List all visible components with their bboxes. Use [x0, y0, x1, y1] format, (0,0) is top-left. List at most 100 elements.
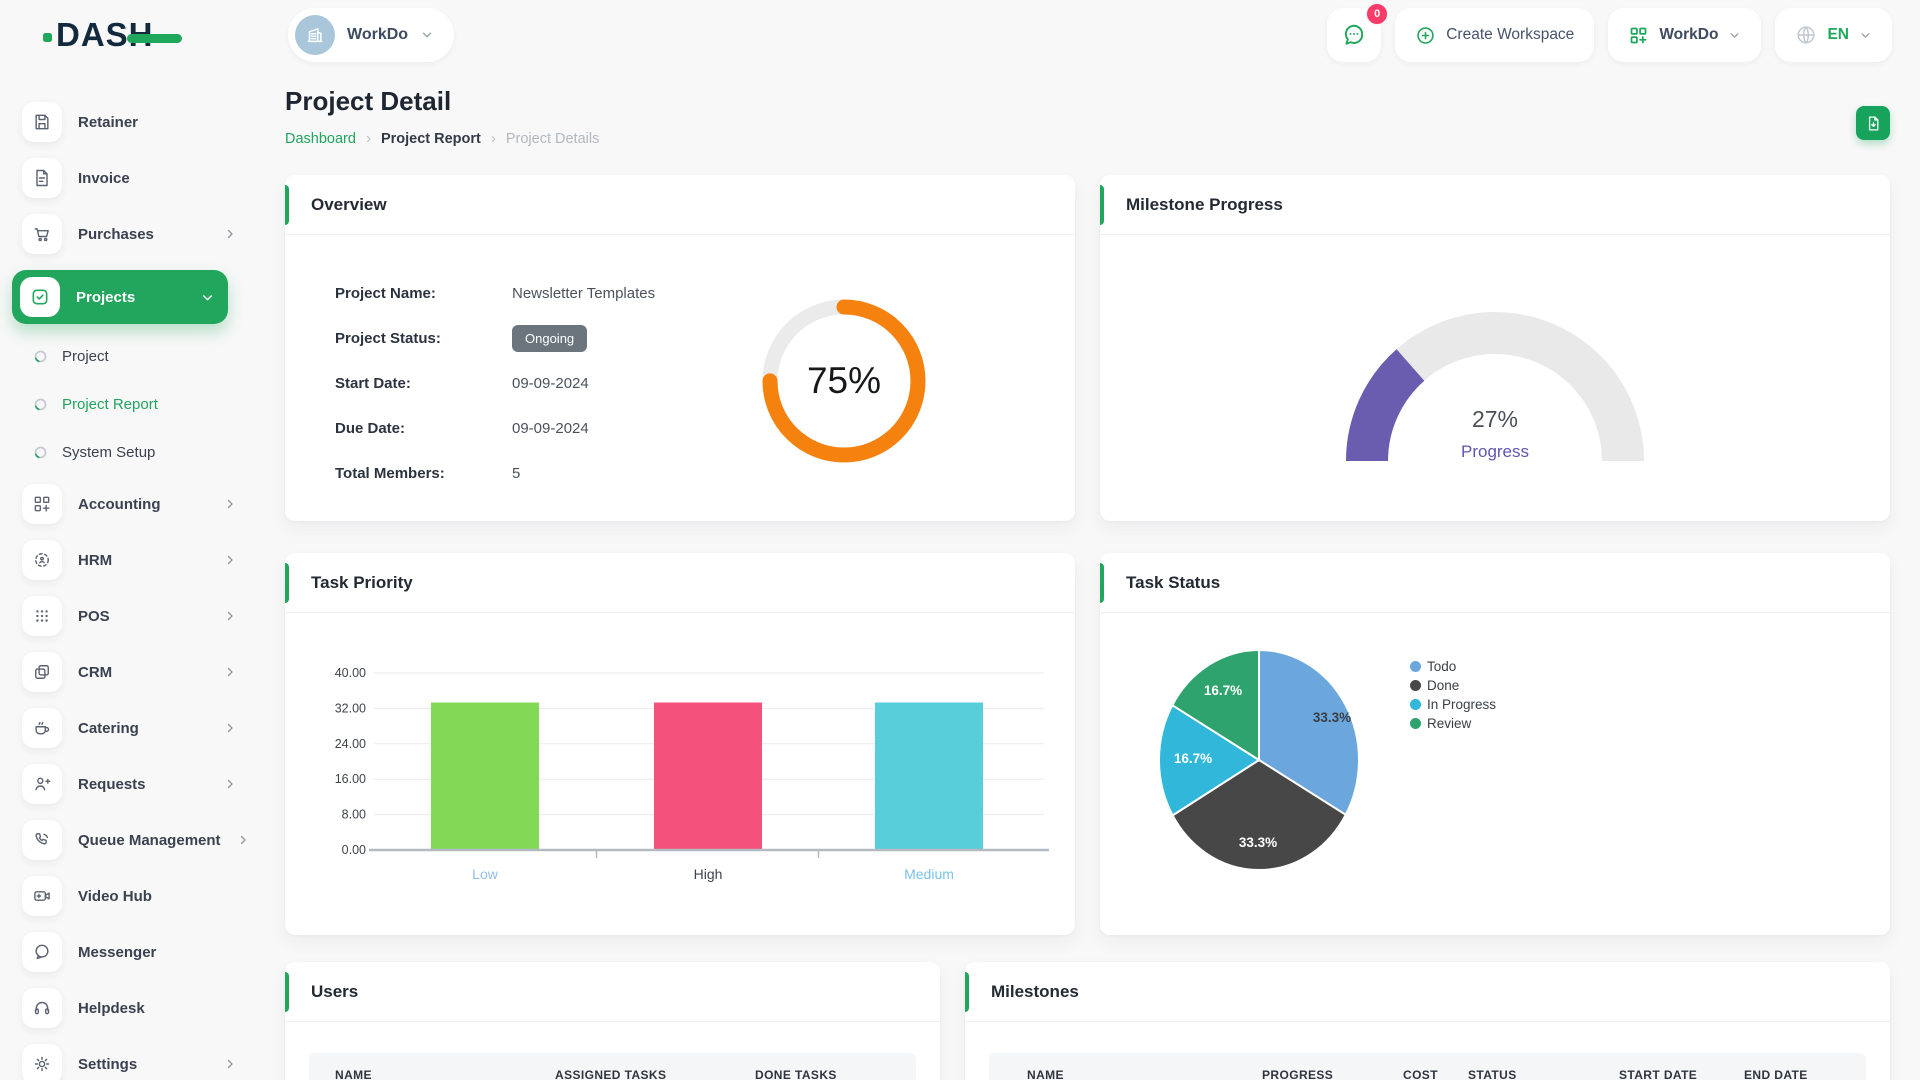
- column-header-name: NAME: [1027, 1068, 1064, 1080]
- sidebar-item-requests[interactable]: Requests: [22, 764, 252, 804]
- task-priority-card-header: Task Priority: [285, 553, 1075, 613]
- check-square-icon: [20, 277, 60, 317]
- milestones-table-header: NAME PROGRESS COST STATUS START DATE END…: [989, 1053, 1866, 1080]
- sidebar-item-helpdesk[interactable]: Helpdesk: [22, 988, 252, 1028]
- chevron-down-icon: [422, 32, 432, 38]
- circle-check-icon: [34, 350, 47, 362]
- card-title: Users: [311, 981, 359, 1001]
- chevron-right-icon: [224, 228, 236, 240]
- sidebar-item-crm[interactable]: CRM: [22, 652, 252, 692]
- breadcrumb-project-report[interactable]: Project Report: [380, 130, 481, 147]
- sidebar-item-purchases[interactable]: Purchases: [22, 214, 252, 254]
- breadcrumb-dashboard[interactable]: Dashboard: [285, 130, 356, 147]
- pie-legend: Todo Done In Progress Review: [1410, 657, 1496, 733]
- total-members-value: 5: [512, 464, 521, 482]
- chat-bubble-icon: [22, 932, 62, 972]
- headset-icon: [22, 988, 62, 1028]
- workspace-switcher[interactable]: WorkDo: [288, 8, 455, 62]
- column-header-end-date: END DATE: [1744, 1068, 1808, 1080]
- milestones-card: Milestones NAME PROGRESS COST STATUS STA…: [965, 962, 1890, 1080]
- export-button[interactable]: [1856, 106, 1890, 140]
- building-icon: [307, 27, 323, 43]
- overlap-squares-icon: [22, 652, 62, 692]
- workspace-name: WorkDo: [347, 26, 409, 43]
- sidebar-item-pos[interactable]: POS: [22, 596, 252, 636]
- card-title: Task Status: [1126, 572, 1221, 592]
- task-priority-bar-chart: 40.00 32.00 24.00 16.00 8.00 0.00 Low Hi…: [335, 666, 1049, 882]
- milestone-progress-card: Milestone Progress 27% Progress: [1100, 175, 1890, 521]
- dots-grid-icon: [22, 596, 62, 636]
- overview-card: Overview Project Name: Newsletter Templat…: [285, 175, 1075, 521]
- column-header-name: NAME: [335, 1068, 372, 1080]
- sidebar-item-invoice[interactable]: Invoice: [22, 158, 252, 198]
- card-title: Milestone Progress: [1126, 194, 1283, 214]
- invoice-icon: [22, 158, 62, 198]
- field-label: Total Members:: [335, 464, 445, 482]
- grid-plus-icon: [22, 484, 62, 524]
- card-title: Overview: [311, 194, 387, 214]
- column-header-cost: COST: [1403, 1068, 1438, 1080]
- circle-check-icon: [34, 398, 47, 410]
- user-plus-icon: [22, 764, 62, 804]
- x-label-low: Low: [472, 866, 499, 882]
- milestones-card-header: Milestones: [965, 962, 1890, 1022]
- sidebar-item-queue-management[interactable]: Queue Management: [22, 820, 252, 860]
- sidebar-item-catering[interactable]: Catering: [22, 708, 252, 748]
- project-progress-donut: 75%: [761, 298, 927, 464]
- column-header-start-date: START DATE: [1619, 1068, 1698, 1080]
- chat-bubble-icon: [1345, 24, 1364, 45]
- legend-dot: [1410, 661, 1421, 672]
- sidebar-subitem-project[interactable]: Project: [22, 340, 252, 372]
- sidebar-item-accounting[interactable]: Accounting: [22, 484, 252, 524]
- y-tick: 32.00: [335, 701, 366, 715]
- bar-medium: [875, 702, 983, 850]
- field-label: Project Name:: [335, 284, 436, 302]
- grid-plus-icon: [1630, 27, 1647, 43]
- workdo-menu-label: WorkDo: [1659, 26, 1719, 43]
- messages-button[interactable]: 0: [1327, 2, 1390, 62]
- coffee-cup-icon: [22, 708, 62, 748]
- breadcrumb: Dashboard › Project Report › Project Det…: [285, 130, 599, 147]
- save-icon: [22, 102, 62, 142]
- logo-green-dash: [127, 34, 182, 43]
- cart-icon: [22, 214, 62, 254]
- gauge-caption: Progress: [1460, 442, 1530, 461]
- chevron-right-icon: [224, 610, 236, 622]
- field-label: Due Date:: [335, 419, 406, 437]
- sidebar-nav: Retainer Invoice Purchases Projects Proj…: [0, 70, 252, 1080]
- dash-logo[interactable]: DASH: [43, 16, 196, 56]
- video-camera-icon: [22, 876, 62, 916]
- legend-label-done: Done: [1427, 678, 1460, 693]
- hrm-target-icon: [22, 540, 62, 580]
- task-priority-card: Task Priority 40.00 32.00 24.00 16.00 8.…: [285, 553, 1075, 935]
- chevron-right-icon: [224, 666, 236, 678]
- chevron-down-icon: [201, 291, 214, 304]
- circle-check-icon: [34, 446, 47, 458]
- project-name-value: Newsletter Templates: [512, 284, 656, 302]
- create-workspace-label: Create Workspace: [1446, 26, 1575, 43]
- sidebar-item-settings[interactable]: Settings: [22, 1044, 252, 1080]
- workdo-menu-button[interactable]: WorkDo: [1608, 8, 1762, 62]
- sidebar-item-projects[interactable]: Projects: [12, 270, 228, 324]
- sidebar-item-retainer[interactable]: Retainer: [22, 102, 252, 142]
- sidebar-item-video-hub[interactable]: Video Hub: [22, 876, 252, 916]
- sidebar-subitem-system-setup[interactable]: System Setup: [22, 436, 252, 468]
- field-label: Start Date:: [335, 374, 411, 392]
- chevron-right-icon: [224, 498, 236, 510]
- users-card-header: Users: [285, 962, 940, 1022]
- sidebar-subitem-project-report[interactable]: Project Report: [22, 388, 252, 420]
- milestone-progress-gauge: 27% Progress: [1335, 311, 1655, 481]
- sidebar-item-messenger[interactable]: Messenger: [22, 932, 252, 972]
- card-title: Task Priority: [311, 572, 413, 592]
- y-tick: 16.00: [335, 772, 366, 786]
- create-workspace-button[interactable]: Create Workspace: [1395, 8, 1595, 62]
- column-header-status: STATUS: [1468, 1068, 1517, 1080]
- milestone-card-header: Milestone Progress: [1100, 175, 1890, 235]
- language-selector[interactable]: EN: [1775, 8, 1892, 62]
- bar-low: [431, 702, 539, 850]
- sidebar-item-hrm[interactable]: HRM: [22, 540, 252, 580]
- logo-green-dot: [43, 33, 52, 42]
- chevron-right-icon: [224, 778, 236, 790]
- breadcrumb-separator: ›: [490, 130, 496, 147]
- y-tick: 8.00: [342, 808, 366, 822]
